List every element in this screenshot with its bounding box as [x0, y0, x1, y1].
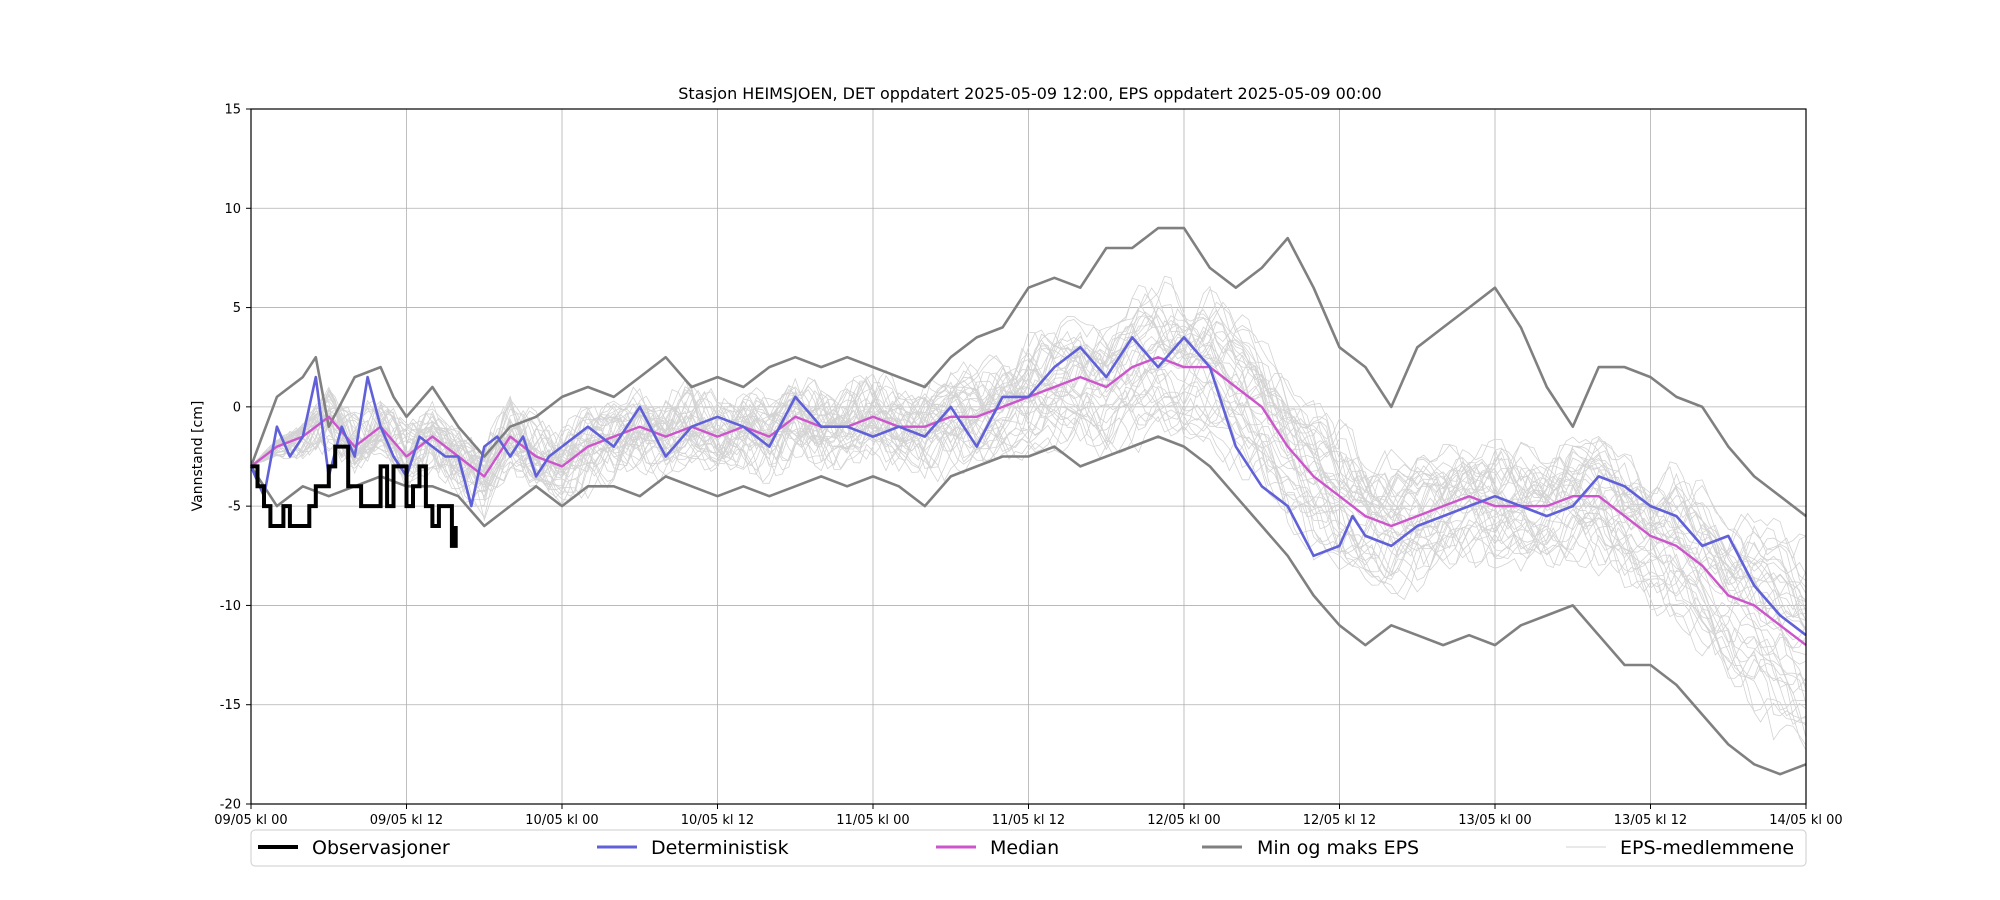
legend-entry-deterministic: Deterministisk [597, 837, 789, 859]
legend-label-members: EPS-medlemmene [1620, 837, 1794, 859]
axis-ticks: -20 -15 -10 -5 0 5 10 15 09/05 kl 00 09/05 kl 12 1… [214, 103, 1842, 829]
deterministic-line [249, 336, 1807, 637]
eps-member-line [250, 344, 1807, 665]
legend-entry-minmax: Min og maks EPS [1202, 837, 1419, 859]
legend-label-median: Median [990, 837, 1059, 859]
eps-member-line [250, 316, 1807, 632]
x-tick-label: 11/05 kl 12 [992, 813, 1065, 828]
x-tick-label: 11/05 kl 00 [836, 813, 909, 828]
y-axis-label: Vannstand [cm] [190, 401, 206, 512]
y-tick-label: -10 [220, 599, 241, 614]
eps-member-line [250, 311, 1807, 622]
eps-member-line [250, 385, 1807, 738]
legend-entry-median: Median [936, 837, 1059, 859]
y-tick-label: -20 [220, 798, 241, 813]
legend: Observasjoner Deterministisk Median Min … [250, 829, 1807, 867]
eps-member-line [250, 352, 1807, 692]
x-tick-label: 12/05 kl 00 [1147, 813, 1220, 828]
x-tick-label: 09/05 kl 12 [370, 813, 443, 828]
y-tick-label: 10 [224, 202, 241, 217]
x-tick-label: 14/05 kl 00 [1769, 813, 1842, 828]
series-lines [249, 226, 1807, 776]
y-tick-label: -5 [228, 500, 241, 515]
eps-member-line [250, 314, 1807, 630]
eps-member-line [250, 314, 1807, 614]
legend-label-deterministic: Deterministisk [651, 837, 789, 859]
legend-entry-members: EPS-medlemmene [1566, 837, 1794, 859]
chart-title: Stasjon HEIMSJOEN, DET oppdatert 2025-05… [678, 84, 1381, 103]
x-tick-label: 13/05 kl 12 [1614, 813, 1687, 828]
eps-member-line [250, 401, 1807, 724]
legend-box [250, 829, 1807, 867]
eps-max-line [249, 226, 1807, 518]
eps-member-line [250, 397, 1807, 746]
y-tick-label: 0 [233, 400, 241, 415]
x-tick-label: 09/05 kl 00 [214, 813, 287, 828]
legend-entry-observations: Observasjoner [258, 837, 450, 859]
eps-member-line [250, 325, 1807, 625]
x-tick-label: 10/05 kl 12 [681, 813, 754, 828]
legend-label-minmax: Min og maks EPS [1257, 837, 1419, 859]
y-tick-label: 5 [233, 301, 241, 316]
legend-label-observations: Observasjoner [312, 837, 450, 859]
eps-member-line [250, 304, 1807, 588]
eps-min-line [249, 435, 1807, 776]
y-tick-label: -15 [220, 698, 241, 713]
y-tick-label: 15 [224, 103, 241, 118]
eps-member-line [250, 285, 1807, 591]
observations-line [251, 444, 458, 548]
x-tick-label: 12/05 kl 12 [1303, 813, 1376, 828]
eps-member-line [250, 281, 1807, 572]
x-tick-label: 10/05 kl 00 [525, 813, 598, 828]
x-tick-label: 13/05 kl 00 [1458, 813, 1531, 828]
eps-member-line [250, 330, 1807, 649]
eps-member-line [250, 284, 1807, 582]
